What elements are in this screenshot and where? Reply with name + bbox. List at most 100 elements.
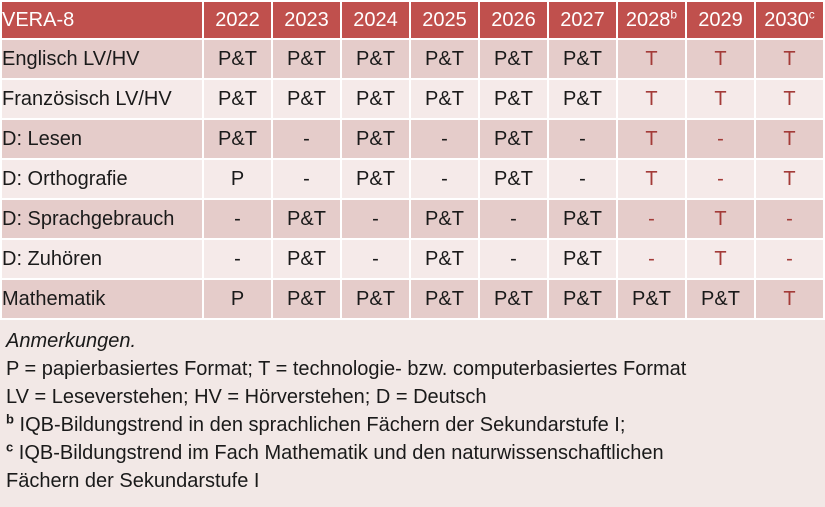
note-text: P = papierbasiertes Format; T = technolo… bbox=[6, 358, 687, 380]
format-cell: P&T bbox=[411, 280, 478, 318]
format-cell: - bbox=[756, 240, 823, 278]
year-header-2029: 2029 bbox=[687, 2, 754, 38]
year-label: 2023 bbox=[284, 8, 329, 31]
year-label: 2026 bbox=[491, 8, 536, 31]
row-label: D: Lesen bbox=[2, 120, 202, 158]
format-cell: T bbox=[687, 80, 754, 118]
footnote-marker-c: c bbox=[808, 6, 815, 21]
year-label: 2029 bbox=[698, 8, 743, 31]
format-cell: P&T bbox=[549, 200, 616, 238]
format-cell: P&T bbox=[618, 280, 685, 318]
year-label: 2024 bbox=[353, 8, 398, 31]
table-notes: Anmerkungen. P = papierbasiertes Format; … bbox=[0, 320, 825, 495]
format-cell: P&T bbox=[273, 200, 340, 238]
format-cell: P&T bbox=[204, 80, 271, 118]
note-text: IQB-Bildungstrend im Fach Mathematik und… bbox=[18, 442, 664, 464]
format-cell: P&T bbox=[411, 200, 478, 238]
format-cell: P&T bbox=[480, 80, 547, 118]
note-text: LV = Leseverstehen; HV = Hörverstehen; D… bbox=[6, 386, 487, 408]
format-cell: T bbox=[756, 280, 823, 318]
format-cell: P&T bbox=[273, 40, 340, 78]
format-cell: P&T bbox=[549, 280, 616, 318]
format-cell: P&T bbox=[549, 240, 616, 278]
format-cell: T bbox=[618, 80, 685, 118]
table-header: VERA-8 2022 2023 2024 2025 2026 2027 2028b 2029 2… bbox=[2, 2, 823, 38]
year-header-2028: 2028b bbox=[618, 2, 685, 38]
year-label: 2030 bbox=[764, 8, 809, 31]
row-label: Mathematik bbox=[2, 280, 202, 318]
table-row: D: Orthografie P - P&T - P&T - T - T bbox=[2, 160, 823, 198]
note-line: Anmerkungen. bbox=[6, 327, 817, 355]
row-label: D: Orthografie bbox=[2, 160, 202, 198]
format-cell: - bbox=[549, 160, 616, 198]
format-cell: P&T bbox=[480, 160, 547, 198]
note-line: LV = Leseverstehen; HV = Hörverstehen; D… bbox=[6, 383, 817, 411]
format-cell: P bbox=[204, 160, 271, 198]
note-line: P = papierbasiertes Format; T = technolo… bbox=[6, 355, 817, 383]
format-cell: T bbox=[687, 240, 754, 278]
format-cell: - bbox=[411, 160, 478, 198]
format-cell: T bbox=[687, 200, 754, 238]
header-row: VERA-8 2022 2023 2024 2025 2026 2027 2028b 2029 2… bbox=[2, 2, 823, 38]
format-cell: - bbox=[549, 120, 616, 158]
format-cell: - bbox=[480, 200, 547, 238]
note-text: IQB-Bildungstrend in den sprachlichen Fä… bbox=[19, 414, 626, 436]
year-label: 2027 bbox=[560, 8, 605, 31]
format-cell: - bbox=[342, 240, 409, 278]
row-label: Französisch LV/HV bbox=[2, 80, 202, 118]
row-label: D: Sprachgebrauch bbox=[2, 200, 202, 238]
format-cell: P&T bbox=[480, 40, 547, 78]
format-cell: P&T bbox=[480, 280, 547, 318]
format-cell: T bbox=[618, 120, 685, 158]
table-row: D: Zuhören - P&T - P&T - P&T - T - bbox=[2, 240, 823, 278]
table-title: VERA-8 bbox=[2, 2, 202, 38]
year-header-2022: 2022 bbox=[204, 2, 271, 38]
format-cell: P&T bbox=[480, 120, 547, 158]
format-cell: T bbox=[618, 40, 685, 78]
footnote-marker-b: b bbox=[6, 411, 14, 427]
format-cell: T bbox=[687, 40, 754, 78]
format-cell: P&T bbox=[273, 80, 340, 118]
year-header-2023: 2023 bbox=[273, 2, 340, 38]
row-label: D: Zuhören bbox=[2, 240, 202, 278]
format-cell: P&T bbox=[342, 160, 409, 198]
table-row: D: Lesen P&T - P&T - P&T - T - T bbox=[2, 120, 823, 158]
footnote-marker-b: b bbox=[670, 6, 678, 21]
year-header-2027: 2027 bbox=[549, 2, 616, 38]
format-cell: P&T bbox=[411, 240, 478, 278]
format-cell: - bbox=[756, 200, 823, 238]
format-cell: - bbox=[273, 160, 340, 198]
format-cell: T bbox=[756, 40, 823, 78]
year-label: 2025 bbox=[422, 8, 467, 31]
format-cell: - bbox=[687, 160, 754, 198]
table-row: Französisch LV/HV P&T P&T P&T P&T P&T P&T T T T bbox=[2, 80, 823, 118]
footnote-marker-c: c bbox=[6, 439, 14, 455]
year-label: 2028 bbox=[625, 8, 671, 31]
vera8-schedule-table: VERA-8 2022 2023 2024 2025 2026 2027 2028b 2029 2… bbox=[0, 0, 825, 320]
format-cell: - bbox=[687, 120, 754, 158]
format-cell: P&T bbox=[549, 80, 616, 118]
year-header-2024: 2024 bbox=[342, 2, 409, 38]
table-row: Englisch LV/HV P&T P&T P&T P&T P&T P&T T T T bbox=[2, 40, 823, 78]
format-cell: T bbox=[756, 120, 823, 158]
format-cell: P&T bbox=[273, 280, 340, 318]
table-row: Mathematik P P&T P&T P&T P&T P&T P&T P&T T bbox=[2, 280, 823, 318]
table-body: Englisch LV/HV P&T P&T P&T P&T P&T P&T T T T Franz… bbox=[2, 40, 823, 318]
format-cell: - bbox=[480, 240, 547, 278]
note-text: Anmerkungen. bbox=[6, 330, 137, 352]
format-cell: P&T bbox=[549, 40, 616, 78]
row-label: Englisch LV/HV bbox=[2, 40, 202, 78]
year-label: 2022 bbox=[215, 8, 260, 31]
format-cell: T bbox=[756, 80, 823, 118]
format-cell: - bbox=[204, 240, 271, 278]
format-cell: P&T bbox=[342, 280, 409, 318]
format-cell: P&T bbox=[273, 240, 340, 278]
format-cell: - bbox=[618, 240, 685, 278]
format-cell: P&T bbox=[204, 40, 271, 78]
year-header-2026: 2026 bbox=[480, 2, 547, 38]
format-cell: P&T bbox=[342, 120, 409, 158]
format-cell: P&T bbox=[342, 80, 409, 118]
year-header-2030: 2030c bbox=[756, 2, 823, 38]
note-text: Fächern der Sekundarstufe I bbox=[6, 470, 260, 492]
